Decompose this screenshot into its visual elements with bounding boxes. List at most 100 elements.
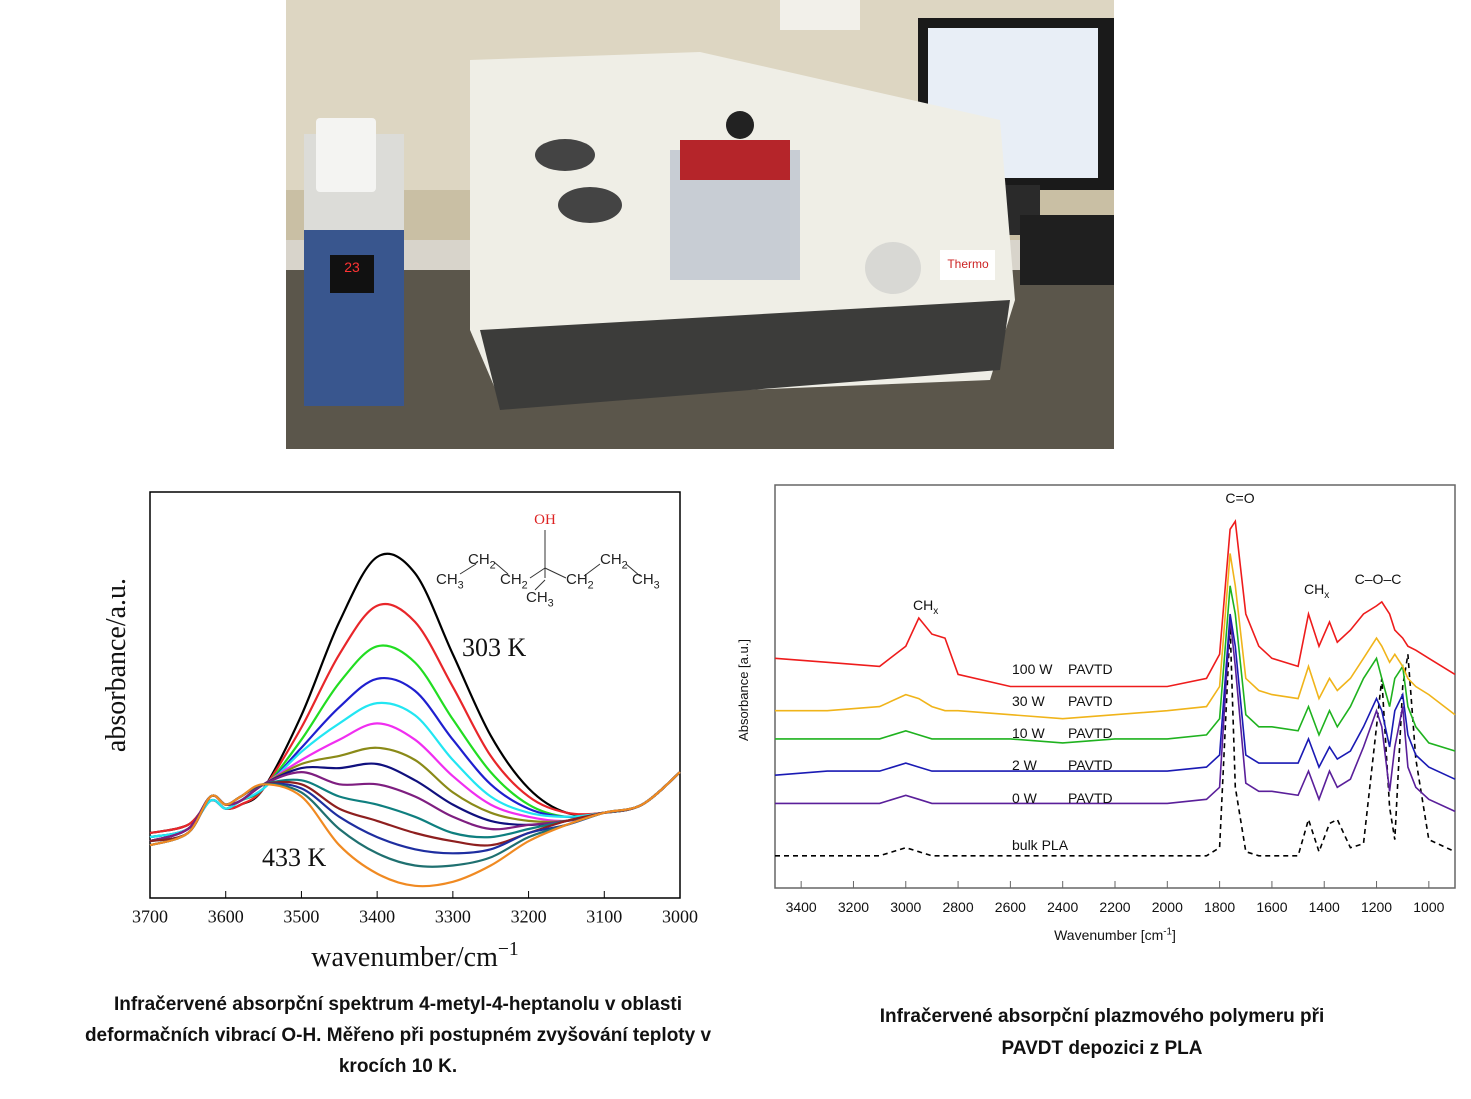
x-tick-label: 3700 [132,906,168,926]
x-axis-label: wavenumber/cm−1 [311,939,518,973]
series-label-method: PAVTD [1068,790,1113,806]
x-tick-label: 3400 [359,906,395,926]
molecule-oh: OH [534,512,556,528]
chem-base: CH [500,571,522,588]
chem-label: CH3 [436,571,464,592]
svg-text:23: 23 [344,259,360,275]
series-line [149,722,681,843]
chem-sub: 3 [654,580,660,592]
series-line [149,552,681,835]
x-tick-label: 3300 [435,906,471,926]
x-tick-label: 3500 [283,906,319,926]
chart: 3700 3600 3500 3400 3300 3200 3100 3000 wavenumb… [101,491,698,973]
x-tick-label: 3000 [662,906,698,926]
chem-sub: 2 [490,560,496,572]
series-line [149,746,681,843]
peak-label: C–O–C [1355,571,1402,587]
chem-sub: 3 [458,580,464,592]
chem-base: CH [600,551,622,568]
x-tick-label: 2600 [995,899,1026,915]
series-label: 100 W [1012,661,1053,677]
chem-label: CH3 [526,589,554,610]
series-line [775,617,1456,813]
x-tick-label: 2400 [1047,899,1078,915]
chem-label: CH2 [600,551,628,572]
x-axis-label-text: wavenumber/cm [311,942,498,973]
annotation: 303 K [462,633,527,662]
chem-base: CH [632,571,654,588]
x-axis-label: Wavenumber [cm-1] [1054,926,1176,943]
x-tick-label: 3200 [511,906,547,926]
x-axis-label-text: Wavenumber [cm [1054,927,1163,943]
series-line [775,585,1456,752]
series-line [149,762,681,843]
chart: 3400 3200 3000 2800 2600 2400 2200 2000 1800 1600… [736,484,1456,943]
x-tick-label: 1200 [1361,899,1392,915]
x-tick-label: 1400 [1309,899,1340,915]
chem-label: CH2 [566,571,594,592]
caption-line: deformačních vibrací O-H. Měřeno při pos… [85,1025,712,1046]
chem-label: CH3 [632,571,660,592]
series-line [149,701,681,839]
x-axis-label-end: ] [1172,927,1176,943]
x-tick-label: 3200 [838,899,869,915]
chem-sub: 3 [548,598,554,610]
molecule-bond [459,563,477,575]
x-axis-label-sup: −1 [498,939,519,960]
series-line [149,771,681,868]
photo: 23 Thermo [286,0,1114,449]
chem-label: CHx [1304,581,1329,601]
series-label-method: PAVTD [1068,757,1113,773]
series-line [775,625,1456,857]
series-label-method: PAVTD [1068,725,1113,741]
chem-label: CHx [913,597,938,617]
series-line [774,613,1456,780]
chem-label: CH2 [468,551,496,572]
series-line [774,518,1456,688]
x-tick-label: 1000 [1413,899,1444,915]
annotation: 433 K [262,843,327,872]
molecule-bond [534,579,546,591]
series-label: 0 W [1012,790,1038,806]
molecule-bond [583,563,601,577]
x-tick-label: 1800 [1204,899,1235,915]
chem-base: CH [436,571,458,588]
molecule-bond [544,567,567,579]
x-tick-label: 1600 [1256,899,1287,915]
x-tick-label: 2800 [942,899,973,915]
chem-sub: 2 [622,560,628,572]
series-line [149,771,681,888]
plot-frame [149,491,681,899]
series-line [775,553,1456,720]
series-label: 30 W [1012,693,1045,709]
chem-base: CH [913,597,933,613]
caption-line: Infračervené absorpční plazmového polyme… [880,1006,1325,1027]
chem-sub: 2 [522,580,528,592]
chem-sub: 2 [588,580,594,592]
y-axis-label: Absorbance [a.u.] [736,639,751,741]
chem-base: CH [566,571,588,588]
x-tick-label: 3000 [890,899,921,915]
molecule-bond [625,563,641,577]
series-label: 2 W [1012,757,1038,773]
chem-base: CH [526,589,548,606]
svg-text:Thermo: Thermo [947,257,989,271]
molecule-bond [529,567,546,579]
chem-sub: x [933,606,938,617]
molecule-bond [493,561,509,575]
x-tick-label: 3600 [208,906,244,926]
chem-base: CH [468,551,490,568]
caption-line: krocích 10 K. [339,1056,457,1077]
x-tick-label: 3100 [586,906,622,926]
chem-label: CH2 [500,571,528,592]
x-tick-label: 2000 [1152,899,1183,915]
series-label: 10 W [1012,725,1045,741]
series-label-method: PAVTD [1068,661,1113,677]
caption-line: Infračervené absorpční spektrum 4-metyl-… [114,994,682,1015]
x-tick-label: 3400 [786,899,817,915]
chem-base: CH [1304,581,1324,597]
series-line [149,602,681,835]
x-tick-label: 2200 [1099,899,1130,915]
